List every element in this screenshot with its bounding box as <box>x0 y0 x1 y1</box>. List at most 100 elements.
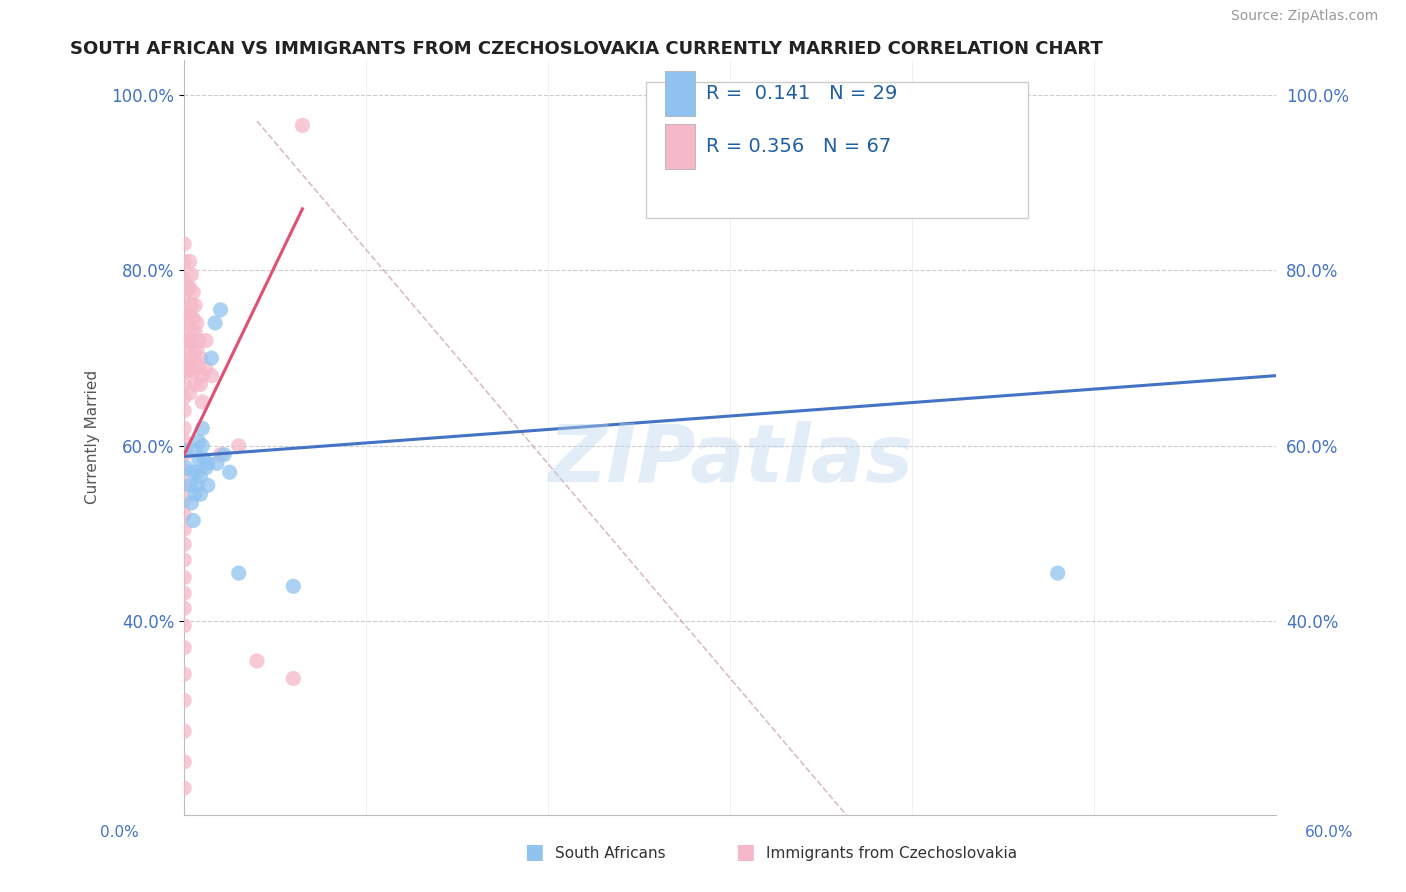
Text: 60.0%: 60.0% <box>1305 825 1353 839</box>
Point <box>179 359 201 374</box>
FancyBboxPatch shape <box>665 124 695 169</box>
Point <box>179 307 201 321</box>
Point <box>173 619 195 633</box>
Point <box>180 268 202 282</box>
Point <box>179 334 201 348</box>
Text: ■: ■ <box>524 842 544 862</box>
Point <box>181 285 204 300</box>
Point <box>173 434 195 449</box>
Point <box>212 448 235 462</box>
Point <box>1046 566 1069 581</box>
Point <box>173 724 195 739</box>
Point <box>181 465 204 479</box>
Point <box>173 693 195 707</box>
Point <box>173 570 195 584</box>
Point <box>179 478 201 492</box>
Point <box>173 586 195 600</box>
Text: R = 0.356   N = 67: R = 0.356 N = 67 <box>706 136 891 155</box>
Point <box>184 443 207 458</box>
Text: 0.0%: 0.0% <box>100 825 139 839</box>
Point <box>191 439 214 453</box>
Point <box>173 508 195 522</box>
Point <box>190 377 212 392</box>
Point <box>173 781 195 796</box>
Point <box>173 493 195 508</box>
Point <box>184 298 207 312</box>
Point <box>184 377 207 392</box>
Point <box>218 465 240 479</box>
Point <box>181 311 204 326</box>
Point <box>209 302 232 317</box>
Text: Immigrants from Czechoslovakia: Immigrants from Czechoslovakia <box>766 847 1018 861</box>
Text: SOUTH AFRICAN VS IMMIGRANTS FROM CZECHOSLOVAKIA CURRENTLY MARRIED CORRELATION CH: SOUTH AFRICAN VS IMMIGRANTS FROM CZECHOS… <box>70 40 1104 58</box>
FancyBboxPatch shape <box>665 71 695 116</box>
Point <box>186 316 208 330</box>
Text: R =  0.141   N = 29: R = 0.141 N = 29 <box>706 84 897 103</box>
Text: South Africans: South Africans <box>555 847 666 861</box>
Point <box>180 298 202 312</box>
Point <box>177 311 200 326</box>
Point <box>187 434 209 449</box>
Point <box>190 469 212 483</box>
Point <box>173 302 195 317</box>
Point <box>186 343 208 357</box>
Point <box>191 395 214 409</box>
Point <box>180 496 202 510</box>
Point <box>181 338 204 352</box>
Point <box>179 386 201 401</box>
Point <box>186 478 208 492</box>
Point <box>179 281 201 295</box>
Point <box>177 364 200 378</box>
Point <box>187 452 209 467</box>
Point <box>184 351 207 365</box>
Point <box>194 334 217 348</box>
Point <box>291 119 314 133</box>
Point <box>181 364 204 378</box>
Text: ■: ■ <box>735 842 755 862</box>
Text: Source: ZipAtlas.com: Source: ZipAtlas.com <box>1230 9 1378 22</box>
Point <box>173 272 195 286</box>
Point <box>173 667 195 681</box>
Point <box>173 377 195 392</box>
Point <box>191 421 214 435</box>
Point <box>228 566 250 581</box>
Point <box>187 359 209 374</box>
FancyBboxPatch shape <box>645 82 1028 219</box>
Point <box>205 457 228 471</box>
Point <box>174 443 197 458</box>
Point <box>283 579 305 593</box>
Point <box>228 439 250 453</box>
Point <box>173 755 195 769</box>
Point <box>173 351 195 365</box>
Point <box>190 487 212 501</box>
Point <box>173 522 195 536</box>
Point <box>187 334 209 348</box>
Point <box>194 361 217 376</box>
Point <box>173 254 195 268</box>
Point <box>173 364 195 378</box>
Point <box>180 325 202 339</box>
Point <box>173 463 195 477</box>
Point <box>173 421 195 435</box>
Point <box>180 351 202 365</box>
Y-axis label: Currently Married: Currently Married <box>86 370 100 504</box>
Point <box>200 351 222 365</box>
Point <box>173 553 195 567</box>
Point <box>184 487 207 501</box>
Point <box>200 368 222 383</box>
Text: ZIPatlas: ZIPatlas <box>547 421 912 499</box>
Point <box>173 448 195 462</box>
Point <box>173 478 195 492</box>
Point <box>177 281 200 295</box>
Point <box>173 537 195 551</box>
Point <box>177 338 200 352</box>
Point <box>173 601 195 615</box>
Point <box>173 316 195 330</box>
Point <box>173 640 195 655</box>
Point <box>204 316 226 330</box>
Point <box>173 290 195 304</box>
Point <box>173 334 195 348</box>
Point <box>173 403 195 417</box>
Point <box>193 452 215 467</box>
Point <box>246 654 269 668</box>
